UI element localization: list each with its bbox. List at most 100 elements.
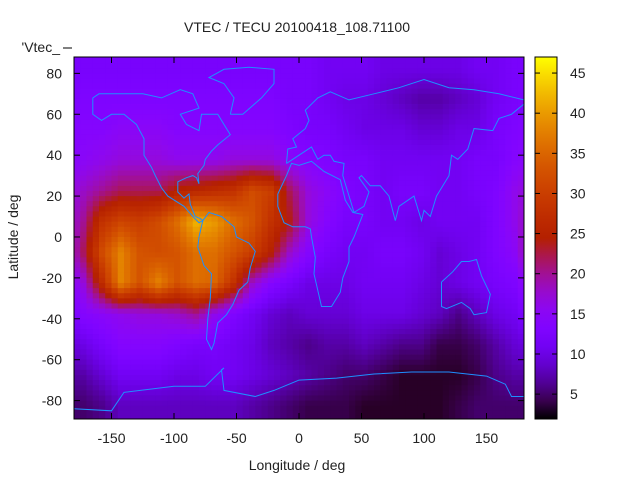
heatmap-cell [436,334,444,340]
heatmap-cell [211,405,219,412]
heatmap-cell [324,144,331,151]
heatmap-cell [274,134,281,141]
heatmap-cell [199,359,206,366]
heatmap-cell [286,242,294,248]
heatmap-cell [330,318,337,325]
heatmap-cell [449,405,456,412]
heatmap-cell [436,190,444,197]
heatmap-cell [330,293,337,299]
heatmap-cell [255,236,262,243]
heatmap-cell [499,185,506,192]
heatmap-cell [330,73,337,79]
heatmap-cell [380,415,387,419]
heatmap-cell [205,196,212,202]
heatmap-cell [180,175,187,182]
heatmap-cell [417,78,425,84]
heatmap-cell [124,277,131,284]
heatmap-cell [336,144,344,151]
heatmap-cell [411,405,419,412]
heatmap-cell [330,313,337,320]
heatmap-cell [117,155,125,161]
heatmap-cell [299,170,306,177]
heatmap-cell [436,98,444,105]
heatmap-cell [492,231,500,238]
heatmap-cell [267,400,275,407]
heatmap-cell [167,293,175,299]
heatmap-cell [86,165,94,171]
heatmap-cell [361,134,369,141]
heatmap-cell [167,109,175,115]
heatmap-cell [405,257,412,263]
heatmap-cell [424,277,431,284]
heatmap-cell [374,349,381,355]
heatmap-cell [117,63,125,69]
heatmap-cell [474,293,481,299]
heatmap-cell [192,175,200,182]
heatmap-cell [480,272,487,279]
heatmap-cell [442,160,450,166]
heatmap-cell [130,226,137,233]
heatmap-cell [230,395,237,401]
heatmap-cell [374,134,381,141]
heatmap-cell [474,124,481,130]
heatmap-cell [424,160,431,166]
heatmap-cell [211,390,219,396]
heatmap-cell [342,175,350,182]
heatmap-cell [499,57,506,59]
heatmap-cell [380,124,387,130]
heatmap-cell [461,155,469,161]
heatmap-cell [467,114,475,120]
heatmap-cell [174,354,181,361]
heatmap-cell [286,155,294,161]
heatmap-cell [261,231,269,238]
heatmap-cell [130,57,137,59]
heatmap-cell [424,282,431,289]
heatmap-cell [174,63,181,69]
heatmap-cell [386,226,394,233]
heatmap-cell [305,267,312,274]
heatmap-cell [411,124,419,130]
heatmap-cell [236,257,244,263]
heatmap-cell [167,313,175,320]
heatmap-cell [142,288,150,294]
heatmap-cell [380,334,387,340]
heatmap-cell [280,165,287,171]
heatmap-cell [86,415,94,419]
heatmap-cell [186,226,194,233]
heatmap-cell [242,68,250,74]
heatmap-cell [99,262,106,269]
heatmap-cell [192,303,200,309]
heatmap-cell [80,170,87,177]
heatmap-cell [205,369,212,376]
heatmap-cell [417,226,425,233]
heatmap-cell [124,221,131,228]
heatmap-cell [424,410,431,417]
heatmap-cell [474,211,481,217]
heatmap-cell [149,359,156,366]
heatmap-cell [399,395,406,401]
heatmap-cell [224,395,231,401]
heatmap-cell [80,262,87,269]
heatmap-cell [230,252,237,258]
heatmap-cell [336,134,344,141]
heatmap-cell [330,201,337,207]
heatmap-cell [286,288,294,294]
heatmap-cell [105,257,112,263]
heatmap-cell [186,277,194,284]
heatmap-cell [386,211,394,217]
heatmap-cell [430,190,437,197]
heatmap-cell [167,375,175,381]
heatmap-cell [461,226,469,233]
heatmap-cell [249,390,256,396]
heatmap-cell [411,252,419,258]
heatmap-cell [217,211,225,217]
heatmap-cell [280,272,287,279]
heatmap-cell [255,395,262,401]
heatmap-cell [492,334,500,340]
heatmap-cell [224,242,231,248]
heatmap-cell [199,242,206,248]
heatmap-cell [74,221,81,228]
heatmap-cell [217,88,225,95]
heatmap-cell [280,415,287,419]
heatmap-cell [286,262,294,269]
